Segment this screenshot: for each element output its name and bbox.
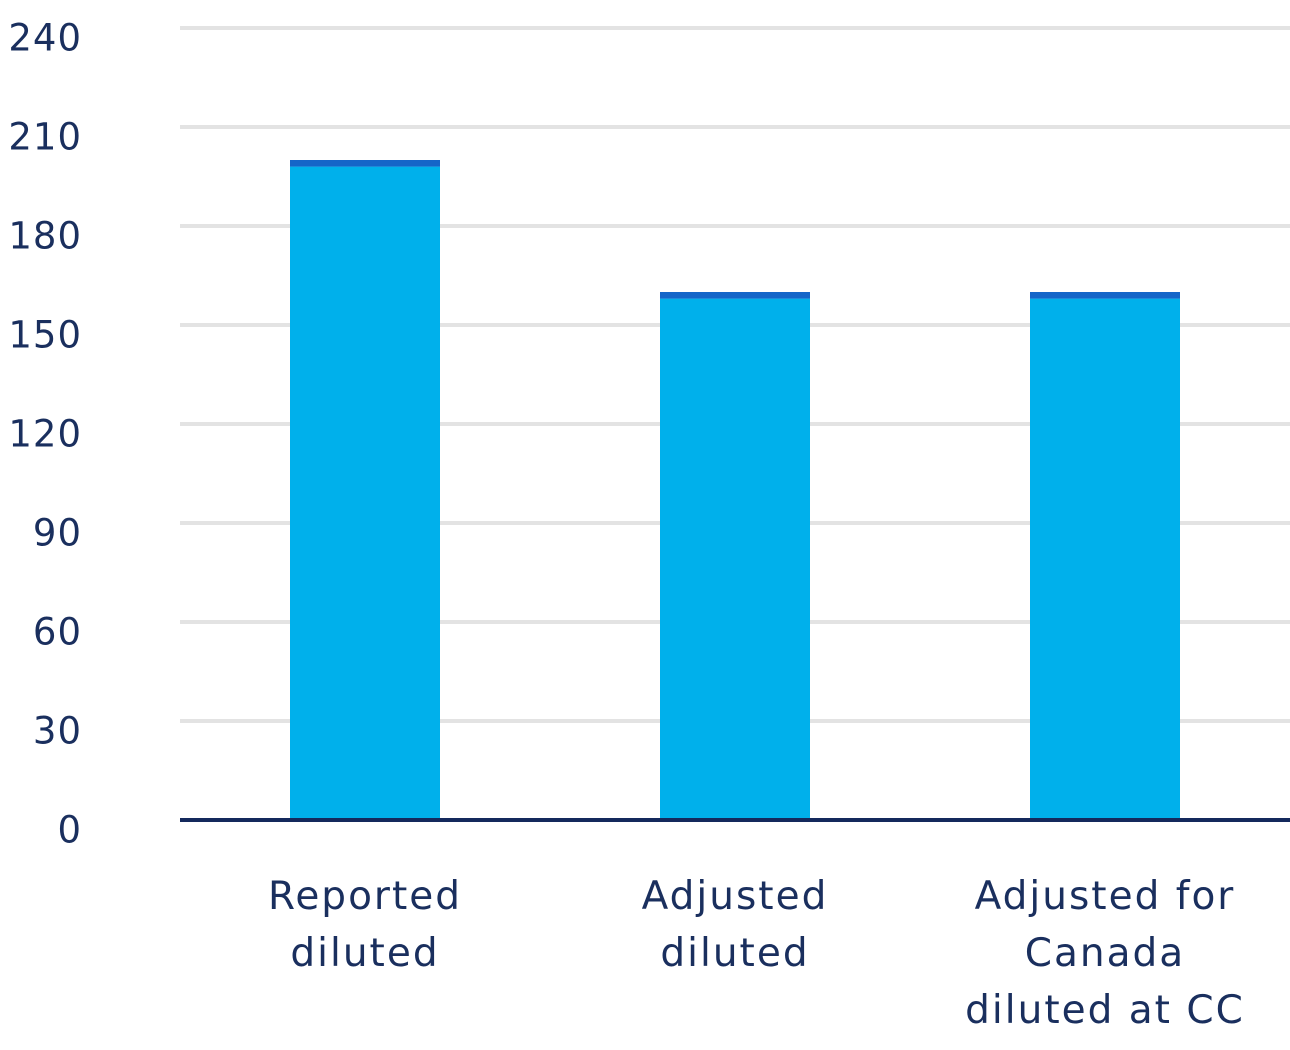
- y-tick-label: 120: [8, 413, 82, 456]
- y-tick-label: 240: [8, 17, 82, 60]
- x-tick-label: Adjusted for Canada diluted at CC: [965, 874, 1245, 1033]
- y-tick-label: 60: [33, 611, 82, 654]
- x-tick-label: Reported diluted: [267, 874, 463, 976]
- y-tick-label: 90: [33, 512, 82, 555]
- x-tick-label: Adjusted diluted: [641, 874, 829, 976]
- y-tick-label: 0: [57, 809, 82, 852]
- y-tick-label: 150: [8, 314, 82, 357]
- bar-segment: [660, 298, 810, 821]
- y-tick-label: 30: [33, 710, 82, 753]
- bar-segment: [290, 160, 440, 167]
- bar-segment: [1030, 298, 1180, 821]
- bar-segment: [660, 292, 810, 299]
- y-tick-label: 210: [8, 116, 82, 159]
- y-tick-label: 180: [8, 215, 82, 258]
- bar-segment: [1030, 292, 1180, 299]
- bar-segment: [290, 166, 440, 821]
